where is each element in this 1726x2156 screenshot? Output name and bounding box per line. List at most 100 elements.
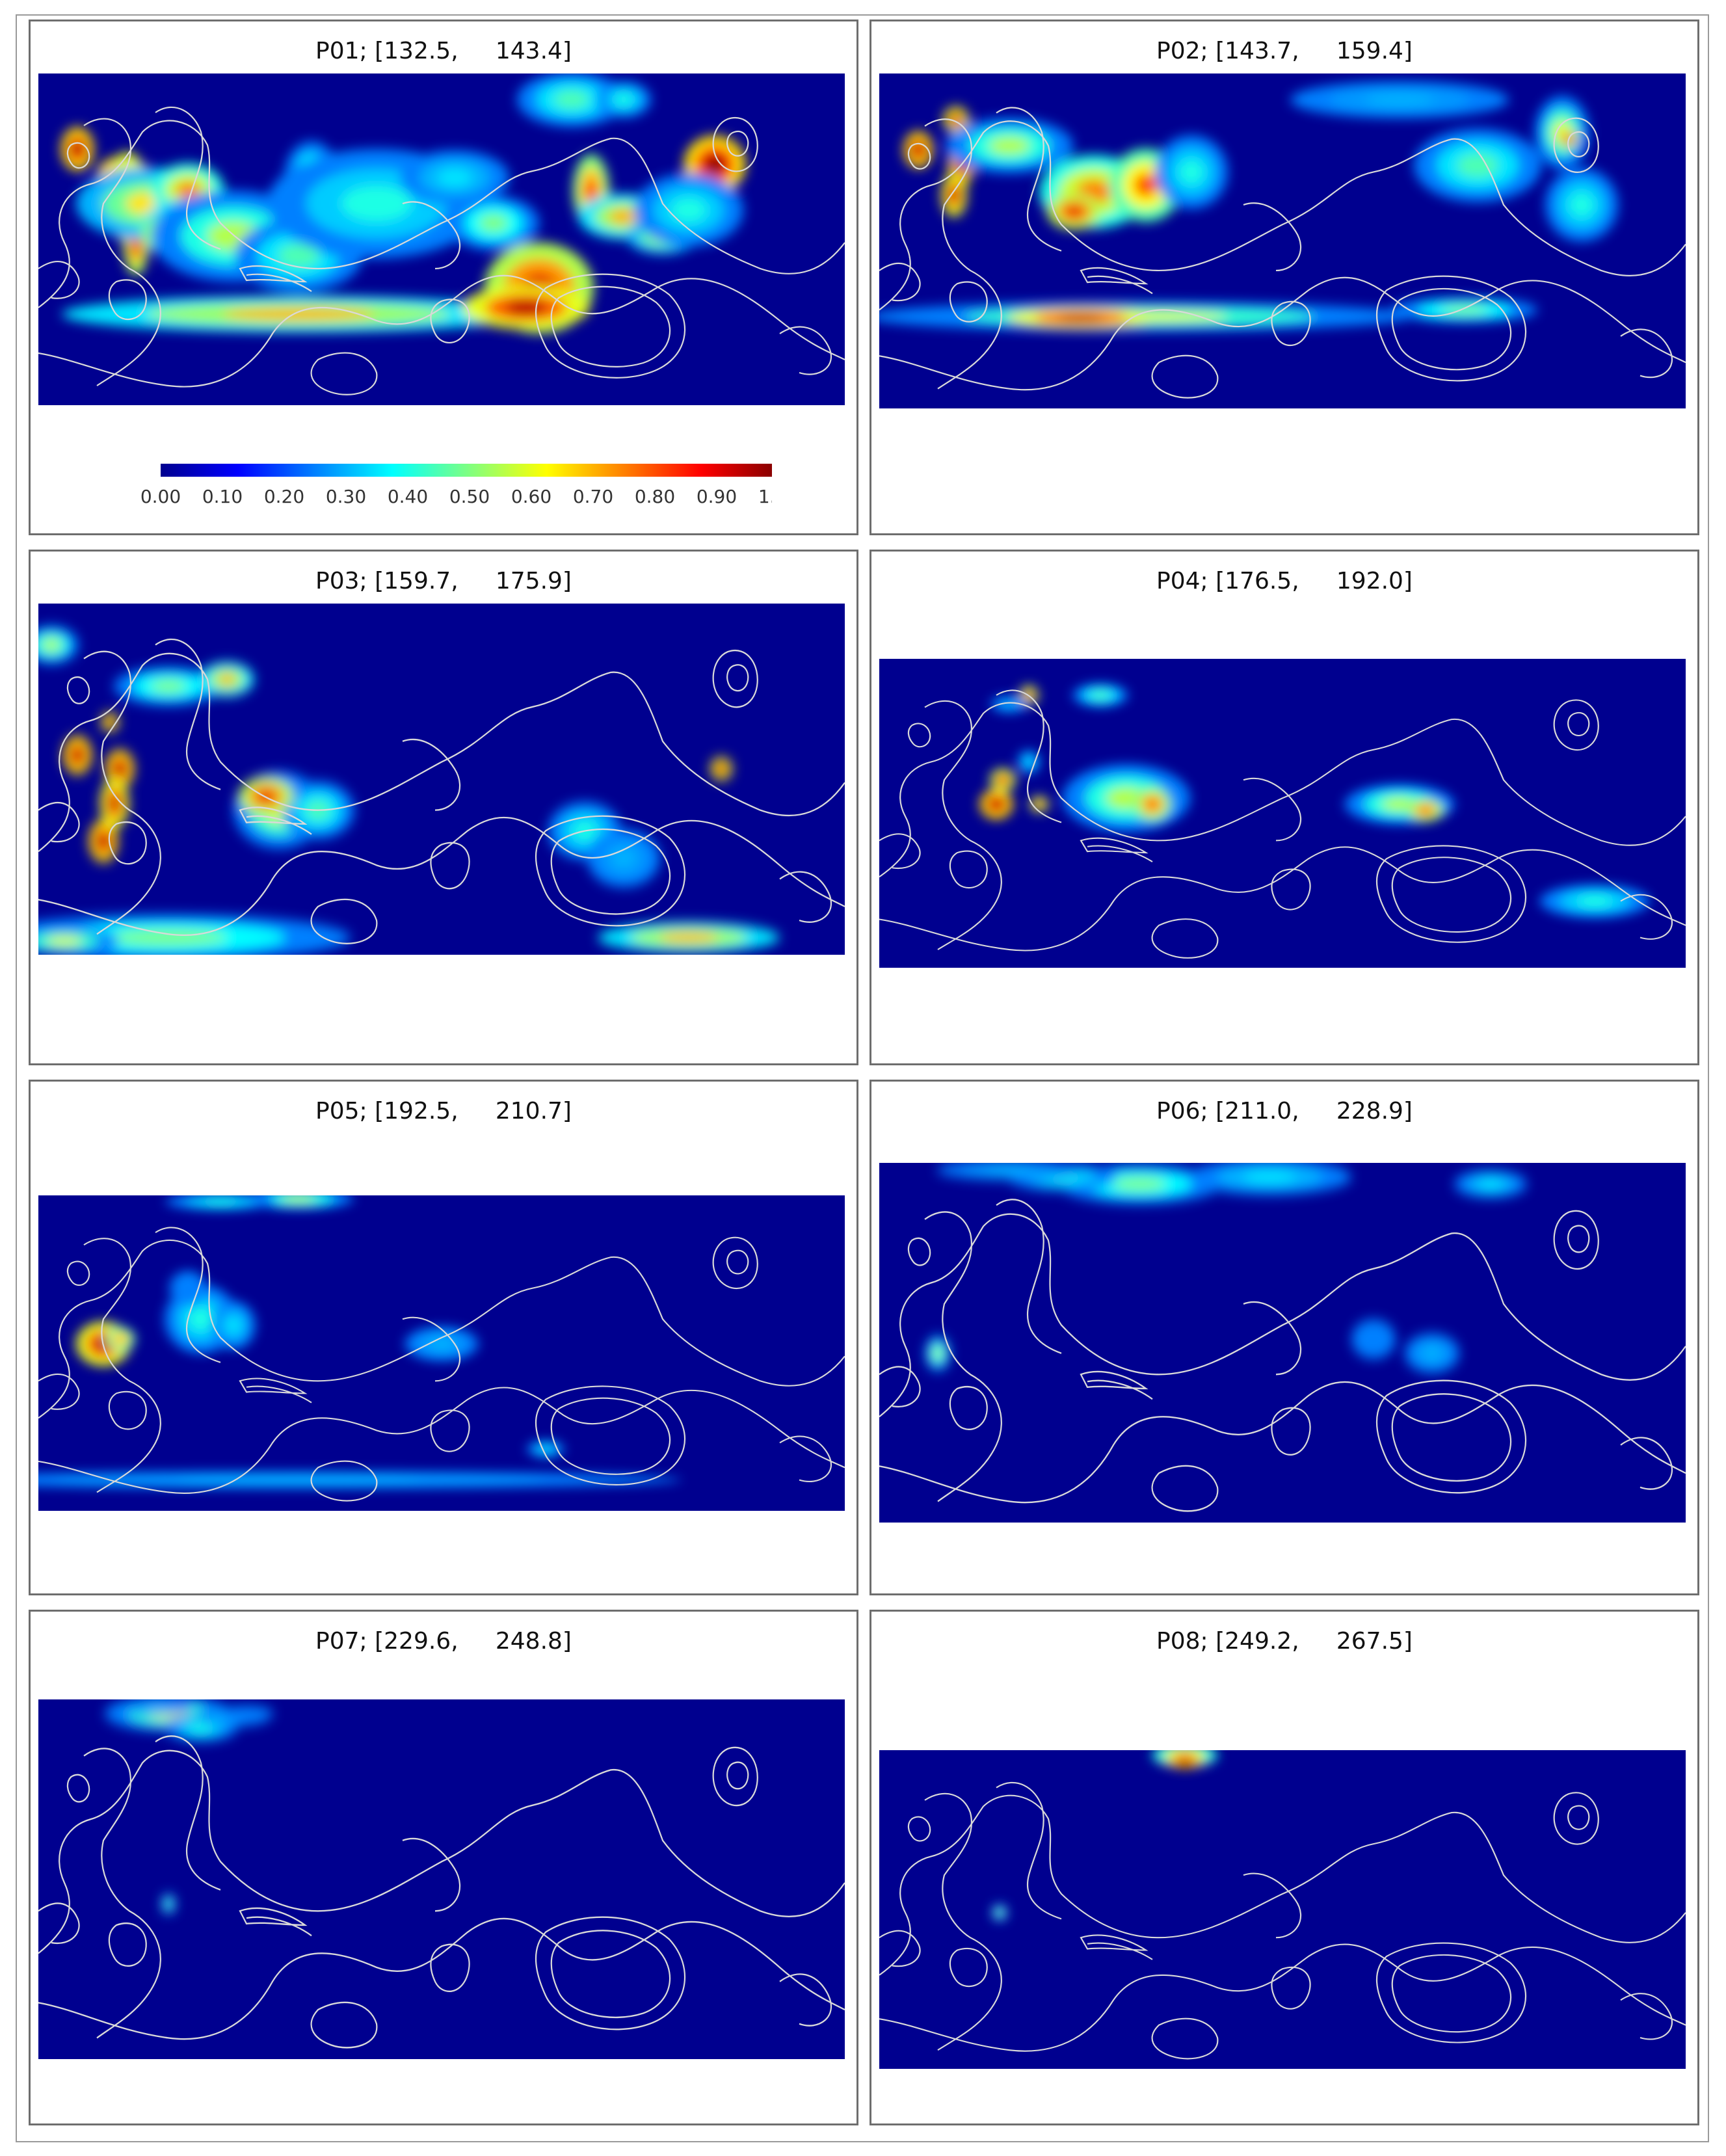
- topography-contour: [996, 107, 1062, 252]
- intensity-blob: [98, 834, 109, 848]
- intensity-blob: [222, 308, 375, 320]
- colorbar-tick-label: 0.90: [697, 486, 737, 507]
- intensity-blob: [933, 1347, 942, 1359]
- intensity-blob: [1065, 205, 1083, 218]
- intensity-blob: [1570, 193, 1593, 217]
- topography-contour: [535, 1916, 685, 2030]
- topography-contour: [66, 1774, 90, 1803]
- colorbar-tick-label: 0.20: [264, 486, 304, 507]
- intensity-blob: [479, 214, 509, 232]
- topography-contour: [402, 1316, 461, 1382]
- topography-contour: [239, 1377, 308, 1394]
- topography-contour: [38, 1902, 80, 1945]
- panel-title: P02; [143.7, 159.4]: [1156, 38, 1413, 64]
- topography-contour: [430, 842, 470, 890]
- intensity-blob: [237, 1710, 256, 1716]
- topography-contour: [66, 1260, 90, 1286]
- intensity-blob: [609, 209, 639, 224]
- intensity-blob: [166, 1900, 171, 1908]
- intensity-blob: [1025, 758, 1033, 766]
- intensity-blob: [430, 1338, 453, 1350]
- intensity-blob: [72, 749, 83, 762]
- intensity-blob: [1113, 1177, 1166, 1191]
- colorbar-tick-label: 1.00: [758, 486, 772, 507]
- topography-contour: [83, 1748, 161, 2039]
- topography-contour: [155, 1735, 221, 1891]
- topography-contour: [907, 142, 931, 170]
- intensity-blob: [114, 762, 125, 775]
- topography-contour: [879, 702, 1686, 878]
- intensity-blob: [437, 168, 472, 187]
- intensity-blob: [913, 144, 923, 156]
- intensity-blob: [1577, 896, 1612, 907]
- topography-contour: [239, 1907, 308, 1926]
- map-background: [879, 1163, 1686, 1523]
- global-map: [38, 604, 845, 955]
- global-map: [38, 73, 845, 405]
- topography-contour: [535, 1385, 685, 1485]
- topography-contour: [108, 279, 147, 320]
- intensity-blob: [42, 639, 60, 652]
- topography-contour: [38, 261, 80, 299]
- colorbar-tick-label: 0.70: [573, 486, 613, 507]
- topography-contour: [924, 700, 1002, 950]
- intensity-blob: [341, 186, 412, 221]
- topography-contour: [779, 871, 832, 923]
- intensity-blob: [1134, 173, 1158, 197]
- topography-contour: [1553, 1210, 1599, 1270]
- colorbar-tick-label: 0.80: [635, 486, 675, 507]
- topography-contour: [535, 815, 685, 927]
- topography-contour: [879, 833, 921, 870]
- map-background: [38, 1699, 845, 2059]
- map-panel-p03: P03; [159.7, 175.9]: [29, 550, 858, 1065]
- topography-contour: [879, 1943, 1686, 2052]
- topography-contour: [779, 326, 832, 375]
- topography-contour: [1391, 1954, 1512, 2033]
- topography-contour: [155, 638, 221, 790]
- intensity-blob: [189, 1723, 213, 1733]
- topography-contour: [310, 1460, 378, 1502]
- topography-contour: [1376, 1942, 1526, 2043]
- topography-contour: [907, 1816, 931, 1842]
- topography-contour: [1243, 1301, 1302, 1376]
- topography-contour: [1271, 1966, 1311, 2010]
- topography-contour: [1243, 777, 1302, 842]
- global-map: [879, 659, 1686, 968]
- colorbar-tick-label: 0.60: [511, 486, 551, 507]
- colorbar-tick-label: 0.40: [388, 486, 428, 507]
- topography-contour: [726, 1761, 749, 1790]
- topography-contour: [879, 1794, 1686, 1976]
- topography-contour: [430, 299, 470, 343]
- intensity-blob: [1479, 1179, 1502, 1189]
- intensity-blob: [176, 1477, 421, 1483]
- panel-title: P05; [192.5, 210.7]: [315, 1098, 572, 1125]
- topography-contour: [996, 689, 1062, 823]
- panel-title: P03; [159.7, 175.9]: [315, 568, 572, 594]
- topography-contour: [1271, 300, 1311, 346]
- topography-contour: [879, 1381, 1686, 1504]
- topography-contour: [155, 1227, 221, 1363]
- intensity-blob: [226, 1317, 241, 1333]
- topography-contour: [402, 738, 461, 811]
- intensity-blob: [1366, 1333, 1381, 1346]
- topography-contour: [1620, 1993, 1673, 2040]
- intensity-blob: [182, 1283, 194, 1294]
- intensity-blob: [189, 1308, 213, 1331]
- intensity-blob: [281, 1195, 316, 1203]
- topography-contour: [1087, 845, 1153, 862]
- intensity-blob: [671, 198, 706, 222]
- topography-contour: [726, 664, 749, 692]
- topography-contour: [108, 1922, 147, 1967]
- topography-contour: [1567, 712, 1590, 736]
- topography-contour: [1087, 1379, 1153, 1400]
- map-background: [38, 604, 845, 955]
- topography-contour: [310, 898, 378, 944]
- topography-contour: [1243, 202, 1302, 272]
- topography-contour: [1567, 131, 1590, 157]
- topography-contour: [879, 1930, 921, 1967]
- topography-contour: [1553, 1792, 1599, 1845]
- topography-contour: [712, 117, 758, 172]
- topography-contour: [1553, 699, 1599, 751]
- map-panel-p02: P02; [143.7, 159.4]: [870, 20, 1699, 535]
- intensity-blob: [151, 680, 186, 693]
